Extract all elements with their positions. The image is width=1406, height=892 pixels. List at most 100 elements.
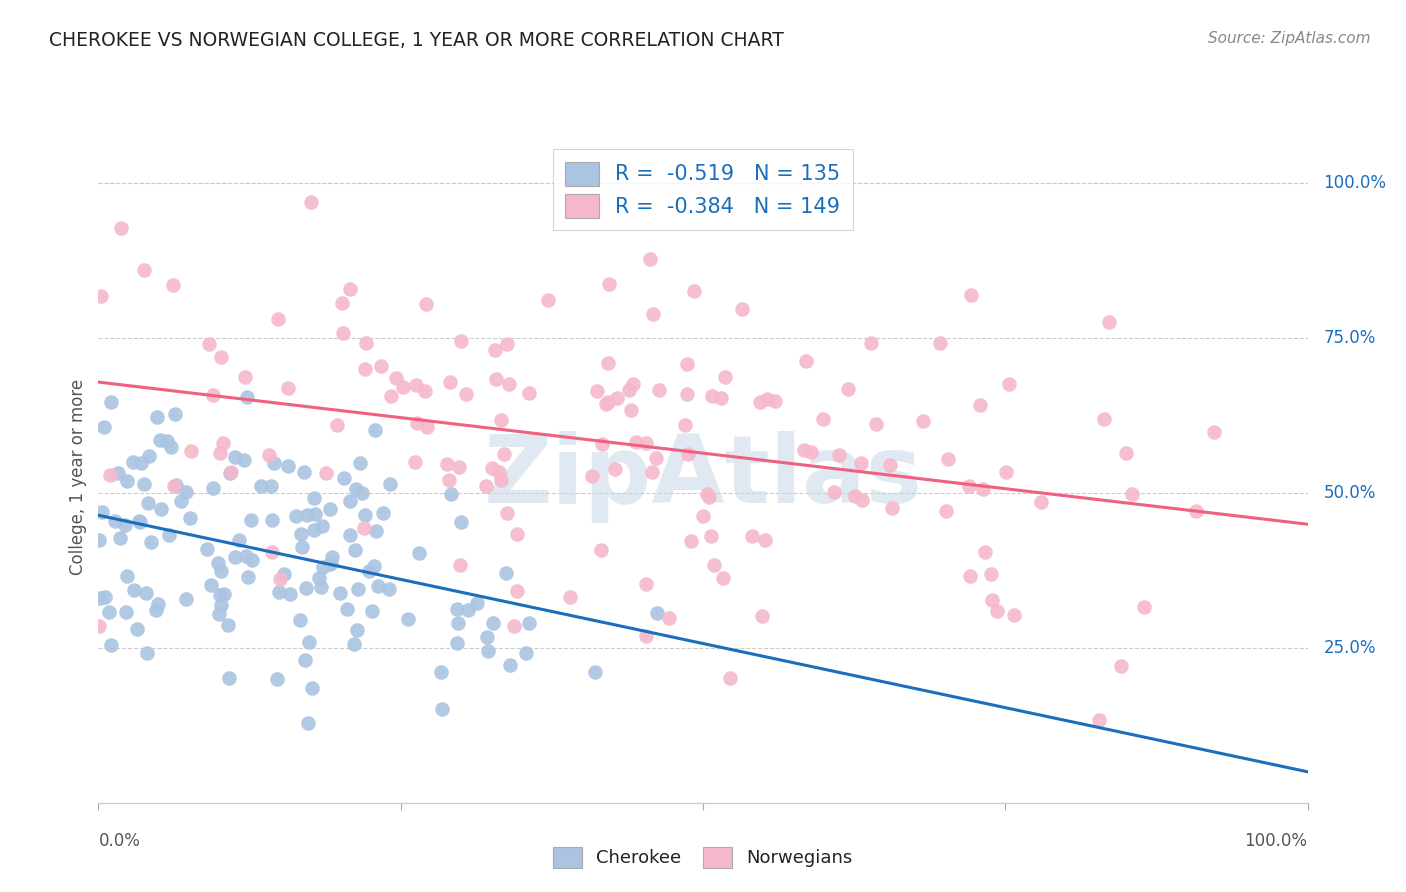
Text: 0.0%: 0.0% bbox=[98, 832, 141, 850]
Point bbox=[209, 564, 232, 578]
Point bbox=[800, 445, 823, 459]
Point bbox=[162, 278, 184, 293]
Point bbox=[93, 420, 115, 434]
Point bbox=[100, 639, 122, 653]
Point bbox=[135, 646, 157, 660]
Point bbox=[195, 542, 218, 557]
Point bbox=[115, 475, 138, 489]
Point bbox=[127, 623, 149, 637]
Point bbox=[396, 612, 419, 626]
Point bbox=[697, 490, 720, 504]
Point bbox=[235, 390, 257, 404]
Point bbox=[277, 381, 299, 395]
Point bbox=[339, 528, 361, 542]
Point bbox=[208, 445, 231, 459]
Point bbox=[295, 581, 318, 595]
Point bbox=[499, 658, 522, 673]
Point bbox=[115, 569, 138, 583]
Point bbox=[321, 550, 343, 565]
Point bbox=[447, 615, 470, 630]
Point bbox=[240, 513, 263, 527]
Point bbox=[201, 481, 224, 495]
Point bbox=[718, 671, 741, 685]
Point bbox=[309, 580, 332, 594]
Point bbox=[217, 618, 239, 632]
Point bbox=[624, 434, 647, 449]
Point bbox=[211, 598, 233, 612]
Point bbox=[1133, 600, 1156, 615]
Point bbox=[491, 412, 513, 426]
Point bbox=[591, 437, 613, 451]
Point bbox=[731, 302, 754, 317]
Y-axis label: College, 1 year or more: College, 1 year or more bbox=[69, 379, 87, 575]
Point bbox=[371, 506, 394, 520]
Point bbox=[980, 567, 1002, 582]
Point bbox=[596, 394, 619, 409]
Point bbox=[681, 533, 703, 548]
Point bbox=[295, 508, 318, 522]
Text: Source: ZipAtlas.com: Source: ZipAtlas.com bbox=[1208, 31, 1371, 46]
Point bbox=[498, 376, 520, 391]
Point bbox=[218, 672, 240, 686]
Text: CHEROKEE VS NORWEGIAN COLLEGE, 1 YEAR OR MORE CORRELATION CHART: CHEROKEE VS NORWEGIAN COLLEGE, 1 YEAR OR… bbox=[49, 31, 785, 50]
Point bbox=[257, 448, 280, 462]
Point bbox=[595, 397, 617, 411]
Point bbox=[446, 635, 468, 649]
Point bbox=[315, 467, 337, 481]
Point bbox=[620, 403, 643, 417]
Point bbox=[136, 496, 159, 510]
Point bbox=[495, 337, 517, 351]
Point bbox=[998, 377, 1021, 392]
Point bbox=[959, 568, 981, 582]
Point bbox=[212, 435, 235, 450]
Point bbox=[200, 578, 222, 592]
Point bbox=[294, 652, 316, 666]
Point bbox=[336, 602, 359, 616]
Point bbox=[430, 665, 453, 680]
Point bbox=[163, 407, 186, 421]
Point bbox=[208, 607, 231, 621]
Point bbox=[157, 528, 180, 542]
Point bbox=[446, 602, 468, 616]
Point bbox=[344, 543, 367, 558]
Point bbox=[675, 357, 697, 371]
Text: 75.0%: 75.0% bbox=[1323, 328, 1375, 347]
Point bbox=[107, 467, 129, 481]
Point bbox=[648, 383, 671, 397]
Point bbox=[235, 549, 257, 564]
Point bbox=[291, 540, 314, 554]
Point bbox=[202, 388, 225, 402]
Point bbox=[484, 372, 506, 386]
Point bbox=[100, 394, 122, 409]
Point bbox=[1098, 315, 1121, 329]
Point bbox=[380, 389, 402, 403]
Point bbox=[380, 477, 402, 491]
Point bbox=[364, 524, 387, 538]
Point bbox=[278, 586, 301, 600]
Point bbox=[90, 505, 112, 519]
Point bbox=[110, 220, 132, 235]
Point bbox=[849, 456, 872, 470]
Point bbox=[299, 195, 322, 210]
Point bbox=[370, 359, 392, 373]
Point bbox=[344, 482, 367, 496]
Point bbox=[450, 334, 472, 349]
Point bbox=[364, 423, 387, 437]
Point bbox=[440, 486, 463, 500]
Point bbox=[636, 576, 658, 591]
Point bbox=[439, 375, 461, 389]
Point bbox=[319, 556, 342, 570]
Point bbox=[146, 598, 169, 612]
Point bbox=[122, 455, 145, 469]
Point bbox=[304, 508, 326, 522]
Point bbox=[603, 461, 626, 475]
Point bbox=[793, 442, 815, 457]
Point bbox=[811, 411, 834, 425]
Point bbox=[935, 504, 957, 518]
Point bbox=[326, 417, 349, 432]
Point bbox=[240, 553, 263, 567]
Point bbox=[302, 491, 325, 505]
Point bbox=[273, 567, 295, 582]
Point bbox=[645, 607, 668, 621]
Point bbox=[644, 451, 666, 466]
